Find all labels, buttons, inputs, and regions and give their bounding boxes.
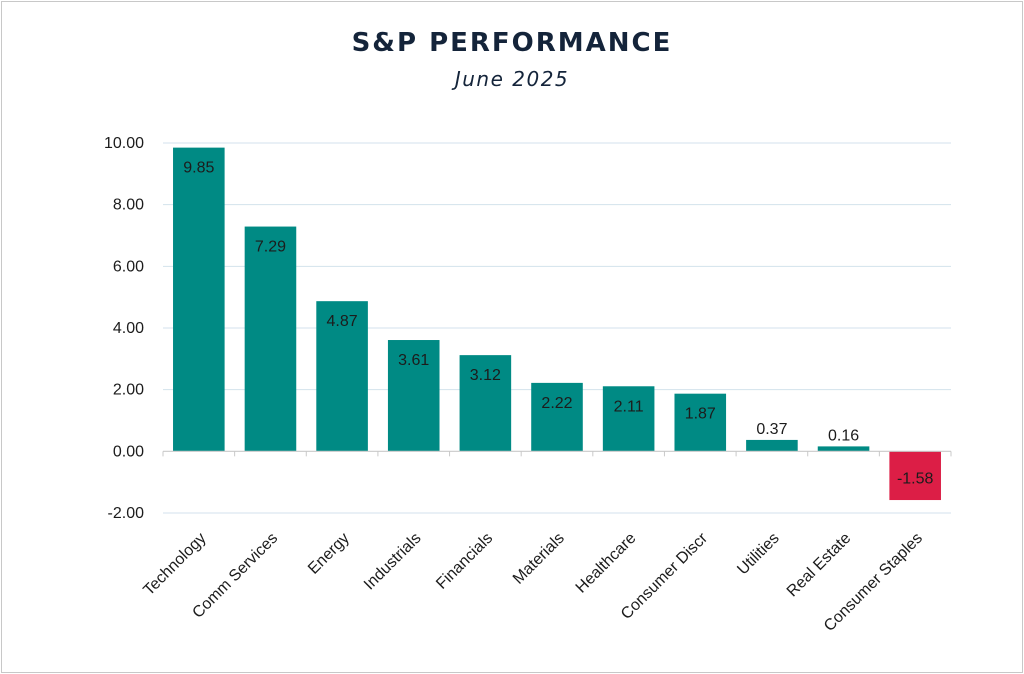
data-label: 0.37 <box>756 421 787 438</box>
bar-industrials <box>387 340 440 452</box>
data-label: 3.61 <box>398 352 429 369</box>
x-tick-label: Real Estate <box>784 530 855 601</box>
data-label: 2.22 <box>541 395 572 412</box>
data-label: 9.85 <box>183 160 214 177</box>
y-tick-label: 0.00 <box>113 443 144 460</box>
y-axis-tick-labels: 10.00 8.00 6.00 4.00 2.00 0.00 -2.00 <box>104 135 144 522</box>
data-label: 7.29 <box>255 239 286 256</box>
bar-energy <box>316 301 368 452</box>
bar-real-estate <box>817 446 870 452</box>
data-label: 4.87 <box>327 313 358 330</box>
y-tick-label: 10.00 <box>104 135 144 152</box>
y-tick-label: 6.00 <box>113 258 144 275</box>
bar-comm-services <box>244 226 297 452</box>
x-tick-label: Utilities <box>734 530 782 578</box>
data-label: 0.16 <box>828 427 859 444</box>
x-tick-label: Healthcare <box>573 530 640 597</box>
bar-consumer-discr <box>674 393 727 452</box>
data-labels: 9.85 7.29 4.87 3.61 3.12 2.22 2.11 1.87 0.37 0.16… <box>183 160 933 488</box>
y-tick-label: -2.00 <box>108 505 145 522</box>
data-label: 1.87 <box>685 406 716 423</box>
bar-healthcare <box>602 386 655 452</box>
bar-consumer-staples <box>889 451 941 501</box>
x-tick-label: Energy <box>305 530 353 578</box>
bars <box>173 147 941 501</box>
bar-financials <box>459 355 512 452</box>
y-tick-label: 4.00 <box>113 320 144 337</box>
x-tick-label: Financials <box>433 530 496 593</box>
y-tick-label: 2.00 <box>113 382 144 399</box>
x-axis <box>162 450 952 457</box>
bar-materials <box>531 382 583 452</box>
data-label: 2.11 <box>614 398 644 415</box>
bar-technology <box>173 147 225 452</box>
x-tick-label: Materials <box>510 530 568 588</box>
y-tick-label: 8.00 <box>113 197 144 214</box>
chart-title: S&P PERFORMANCE <box>351 28 673 58</box>
data-label: 3.12 <box>470 367 501 384</box>
chart-subtitle: June 2025 <box>454 67 570 91</box>
x-tick-label: Industrials <box>361 530 425 594</box>
bar-utilities <box>746 439 798 452</box>
x-tick-label: Technology <box>140 530 209 599</box>
data-label: -1.58 <box>897 470 934 487</box>
